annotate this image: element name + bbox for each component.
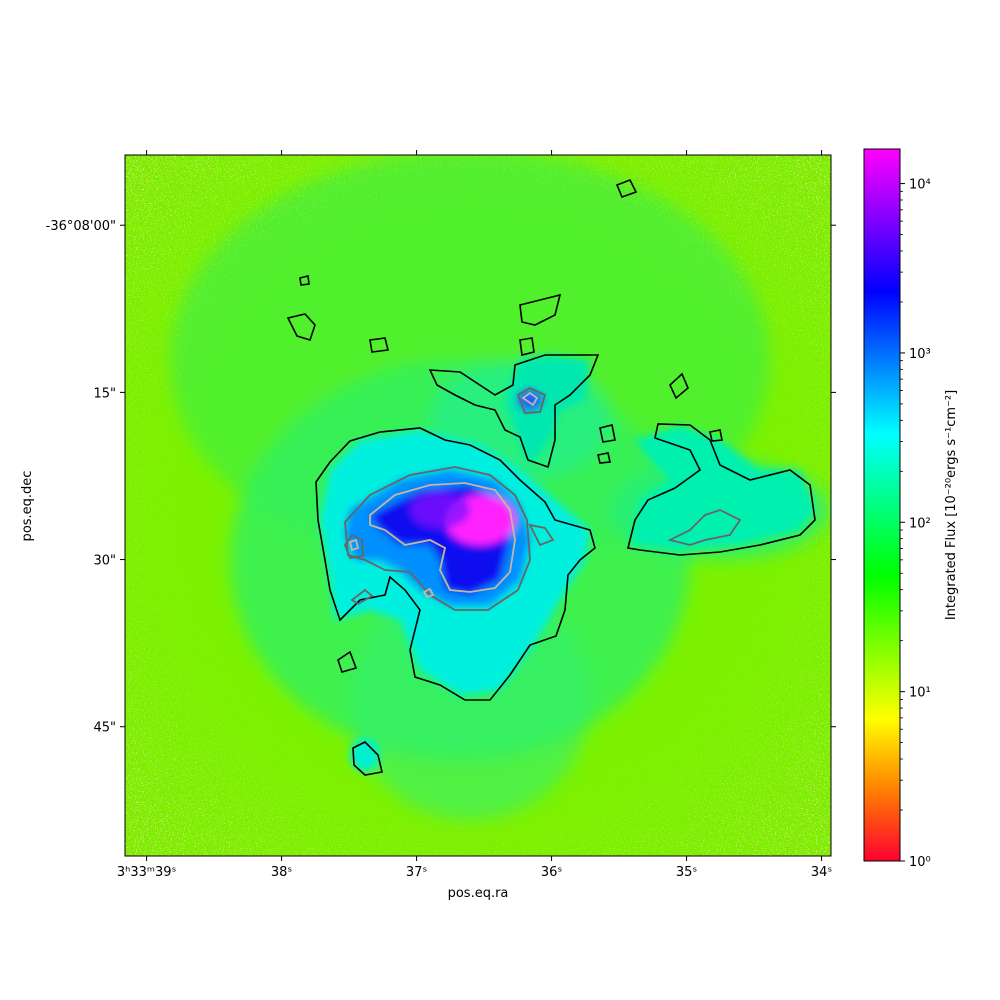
right-knot-middle-contour [528, 523, 555, 547]
x-tick-label-1: 38ˢ [271, 865, 293, 880]
x-tick-label-3: 36ˢ [541, 865, 563, 880]
x-tick-label-4: 35ˢ [676, 865, 698, 880]
small-clump-contour-12 [709, 429, 723, 442]
main-inner-contour [369, 482, 516, 593]
small-clump-contour-4 [369, 337, 389, 353]
heatmap-core [345, 390, 542, 605]
main-middle-contour [344, 466, 531, 611]
filament-middle-contour [667, 509, 742, 546]
contour-overlays [286, 178, 816, 776]
inner-contours [348, 391, 539, 599]
outer-contours [286, 178, 816, 776]
small-clump-contour-5 [519, 293, 562, 326]
y-tick-label-0: -36°08'00" [46, 219, 116, 234]
left-knot-middle-contour [343, 533, 364, 559]
y-axis: -36°08'00" 15" 30" 45" [46, 219, 836, 736]
colorbar-gradient [863, 148, 901, 862]
colorbar-tick-label-4: 10⁴ [909, 178, 931, 193]
small-clump-contour-6 [615, 178, 638, 199]
y-tick-label-2: 30" [93, 554, 116, 569]
left-lower-middle-contour [350, 588, 374, 606]
upper-inner-contour [521, 391, 539, 407]
small-clump-contour-2 [337, 650, 358, 673]
upper-filament-contour [428, 354, 600, 469]
colorbar-tick-label-0: 10⁰ [909, 855, 931, 870]
colorbar-tick-label-1: 10¹ [909, 686, 931, 701]
y-tick-label-3: 45" [93, 721, 116, 736]
small-clump-contour-7 [669, 372, 689, 400]
colorbar: 10⁰ 10¹ 10² 10³ 10⁴ Integrated Flux [10⁻²⁰er… [863, 148, 959, 870]
flux-heatmap [125, 155, 831, 856]
x-tick-label-2: 37ˢ [406, 865, 428, 880]
small-clump-contour-9 [597, 452, 611, 464]
small-clump-contour-10 [519, 337, 535, 356]
left-inner-contour [348, 538, 360, 552]
y-axis-label: pos.eq.dec [20, 471, 35, 542]
small-clump-contour-3 [286, 313, 316, 341]
right-filament-contour [627, 423, 816, 556]
colorbar-tick-label-2: 10² [909, 516, 931, 531]
upper-knot-middle-contour [516, 386, 547, 414]
x-axis: 3ʰ33ᵐ39ˢ 38ˢ 37ˢ 36ˢ 35ˢ 34ˢ [117, 150, 833, 880]
plot-frame [124, 154, 832, 857]
small-clump-contour-1 [352, 741, 383, 776]
colorbar-tick-label-3: 10³ [909, 347, 931, 362]
x-axis-label: pos.eq.ra [448, 886, 509, 901]
small-clump-contour-11 [299, 275, 310, 286]
main-outer-contour [315, 427, 596, 701]
x-tick-label-0: 3ʰ33ᵐ39ˢ [117, 865, 177, 880]
colorbar-ticks: 10⁰ 10¹ 10² 10³ 10⁴ [900, 178, 931, 870]
small-clump-contour-8 [599, 424, 616, 443]
y-tick-label-1: 15" [93, 386, 116, 401]
middle-contours [343, 386, 742, 611]
colorbar-label: Integrated Flux [10⁻²⁰ergs s⁻¹cm⁻²] [944, 390, 959, 620]
x-tick-label-5: 34ˢ [811, 865, 833, 880]
small-inner-contour [422, 587, 435, 599]
